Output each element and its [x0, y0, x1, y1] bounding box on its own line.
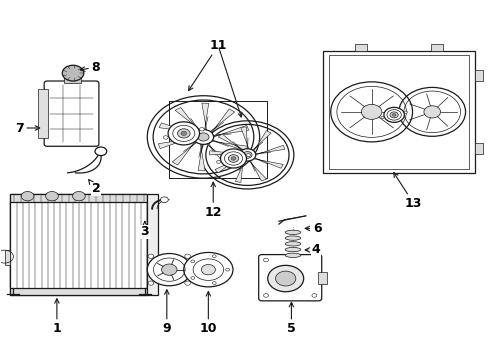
Text: 11: 11 [189, 39, 227, 91]
Bar [4, 249, 10, 265]
Polygon shape [241, 127, 249, 149]
Circle shape [275, 271, 296, 286]
Circle shape [194, 130, 214, 144]
Circle shape [243, 152, 252, 158]
Polygon shape [210, 109, 235, 132]
Circle shape [390, 112, 398, 118]
Circle shape [384, 107, 404, 122]
Circle shape [148, 254, 154, 258]
FancyBboxPatch shape [259, 255, 322, 301]
Bar [10, 194, 147, 202]
Circle shape [185, 254, 191, 258]
Text: 3: 3 [141, 221, 149, 238]
Circle shape [213, 282, 216, 284]
Circle shape [239, 149, 256, 161]
Polygon shape [207, 143, 232, 166]
Circle shape [191, 276, 195, 279]
Circle shape [163, 136, 168, 139]
Bar [64, 75, 81, 83]
Bar [318, 271, 327, 284]
Circle shape [228, 155, 239, 162]
Polygon shape [254, 158, 283, 168]
Circle shape [95, 147, 107, 156]
Circle shape [231, 157, 236, 160]
Circle shape [404, 111, 407, 113]
Circle shape [168, 122, 199, 145]
Text: 5: 5 [287, 302, 296, 335]
Bar [147, 194, 158, 295]
Bar [431, 44, 442, 51]
Ellipse shape [285, 247, 301, 252]
FancyBboxPatch shape [44, 81, 99, 146]
Bar [475, 143, 484, 154]
Circle shape [62, 65, 84, 81]
Circle shape [181, 131, 187, 135]
Bar [10, 288, 147, 295]
Circle shape [392, 113, 396, 116]
Text: 9: 9 [163, 290, 171, 335]
Text: 1: 1 [52, 299, 61, 335]
Circle shape [162, 264, 177, 275]
Circle shape [381, 116, 384, 119]
Text: 8: 8 [80, 60, 100, 73]
Ellipse shape [285, 236, 301, 240]
Circle shape [217, 161, 221, 163]
Ellipse shape [285, 230, 301, 234]
Text: 13: 13 [394, 172, 422, 210]
Bar [38, 89, 48, 138]
Circle shape [220, 149, 246, 168]
Circle shape [268, 265, 304, 292]
Circle shape [213, 255, 216, 258]
Circle shape [362, 104, 382, 120]
Text: 7: 7 [15, 122, 40, 135]
Circle shape [148, 281, 154, 285]
Bar [10, 194, 147, 295]
Circle shape [46, 192, 58, 201]
Circle shape [264, 294, 269, 297]
Polygon shape [215, 157, 240, 173]
Bar [329, 55, 469, 168]
Text: 4: 4 [305, 243, 320, 256]
Polygon shape [218, 134, 243, 150]
Circle shape [198, 133, 209, 141]
Polygon shape [159, 123, 196, 134]
Polygon shape [249, 161, 267, 181]
Bar [323, 51, 475, 173]
Polygon shape [209, 151, 240, 155]
Circle shape [264, 258, 269, 262]
Polygon shape [253, 131, 271, 151]
Polygon shape [213, 125, 248, 137]
Polygon shape [175, 108, 200, 131]
Polygon shape [256, 145, 285, 155]
Circle shape [185, 281, 191, 285]
Ellipse shape [184, 252, 233, 287]
Ellipse shape [285, 253, 301, 257]
Circle shape [201, 265, 216, 275]
Circle shape [21, 192, 34, 201]
Polygon shape [212, 140, 248, 151]
Circle shape [312, 294, 317, 297]
Text: 6: 6 [305, 222, 321, 235]
Circle shape [226, 268, 229, 271]
Circle shape [246, 154, 250, 157]
Polygon shape [202, 103, 209, 130]
Bar [475, 70, 484, 81]
Text: 10: 10 [199, 292, 217, 335]
Text: 2: 2 [89, 180, 100, 195]
Circle shape [424, 106, 441, 118]
Text: 12: 12 [204, 182, 222, 219]
Circle shape [73, 192, 85, 201]
Bar [355, 44, 367, 51]
Polygon shape [235, 160, 245, 183]
Ellipse shape [285, 242, 301, 246]
Circle shape [177, 129, 190, 138]
Circle shape [191, 260, 195, 263]
Circle shape [199, 127, 204, 131]
Polygon shape [158, 137, 194, 149]
Polygon shape [172, 141, 196, 165]
Circle shape [160, 197, 168, 203]
Polygon shape [198, 144, 205, 171]
Circle shape [147, 253, 191, 286]
